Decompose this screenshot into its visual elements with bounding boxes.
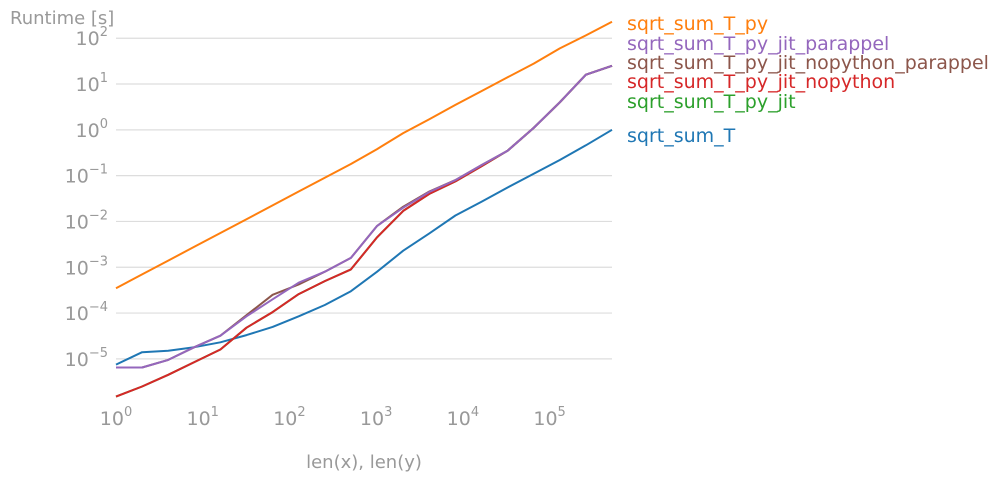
y-tick-label: 10−1 [65,163,108,188]
y-tick-label: 10−2 [65,208,108,233]
x-tick-label: 101 [186,405,218,430]
x-axis-label: len(x), len(y) [306,452,422,473]
legend-entry-sqrt_sum_T_py_jit_nopython_parappel: sqrt_sum_T_py_jit_nopython_parappel [627,52,989,74]
y-tick-label: 10−3 [65,254,108,279]
legend-entry-sqrt_sum_T_py_jit_parappel: sqrt_sum_T_py_jit_parappel [627,33,889,55]
y-axis-label: Runtime [s] [10,8,115,29]
y-tick-label: 10−4 [65,300,108,325]
legend: sqrt_sum_T_pysqrt_sum_T_py_jit_parappels… [627,13,989,147]
x-tick-label: 103 [360,405,392,430]
legend-entry-sqrt_sum_T_py_jit_nopython: sqrt_sum_T_py_jit_nopython [627,71,895,93]
series-line-sqrt_sum_T_py_jit_nopython_parappel [116,64,613,369]
x-tick-label: 104 [447,405,479,430]
y-tick-labels: 10−5 10−4 10−3 10−2 10−1 100 101 102 [65,25,108,371]
grid-lines [116,37,612,360]
series-line-sqrt_sum_T_py_jit_parappel [116,64,613,369]
y-tick-label: 100 [76,117,108,142]
legend-entry-sqrt_sum_T_py: sqrt_sum_T_py [627,13,768,35]
y-tick-label: 102 [76,25,108,50]
series-line-sqrt_sum_T_py [115,20,613,290]
legend-entry-sqrt_sum_T_py_jit: sqrt_sum_T_py_jit [627,91,796,113]
series-lines [115,20,613,398]
x-tick-label: 105 [533,405,565,430]
x-tick-labels: 100 101 102 103 104 105 [100,405,566,430]
legend-entry-sqrt_sum_T: sqrt_sum_T [627,125,736,147]
y-tick-label: 101 [76,71,108,96]
x-tick-label: 100 [100,405,132,430]
y-tick-label: 10−5 [65,346,108,371]
x-tick-label: 102 [273,405,305,430]
series-line-sqrt_sum_T [115,128,613,366]
